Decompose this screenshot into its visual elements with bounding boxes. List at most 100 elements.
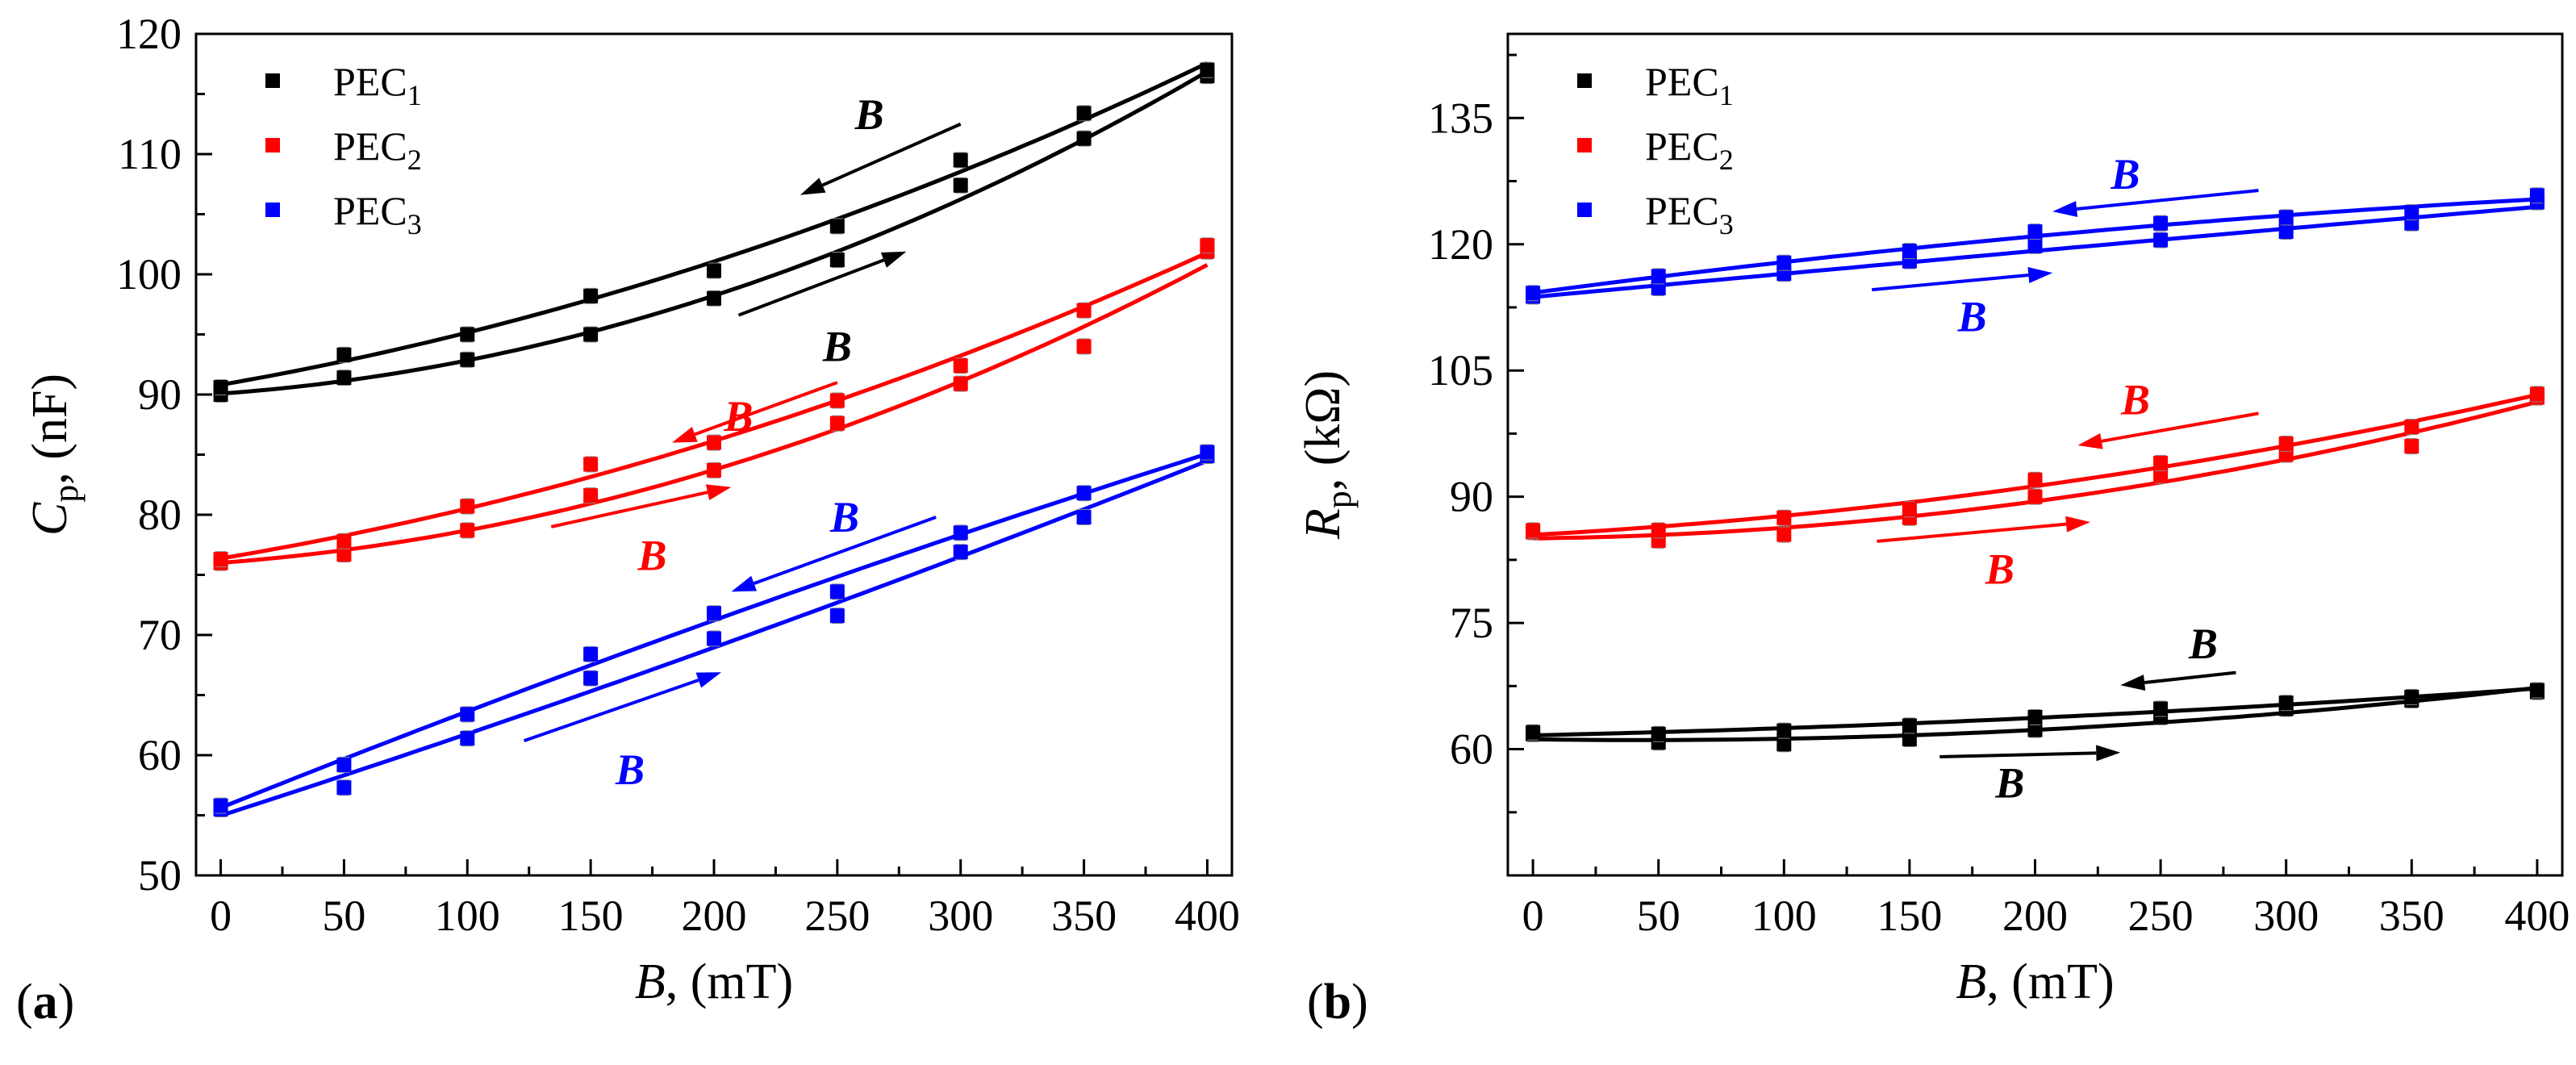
data-point-pec3-decreasing xyxy=(460,707,475,722)
data-point-pec2-decreasing xyxy=(1526,523,1541,538)
fit-curve-pec3-increasing xyxy=(219,458,1209,818)
arrow-label: B xyxy=(724,392,754,441)
data-point-pec1-decreasing xyxy=(1902,718,1917,733)
y-axis-label: Rp, (kΩ) xyxy=(1296,370,1359,540)
data-point-pec3-increasing xyxy=(2278,224,2294,240)
arrow-label: B xyxy=(637,532,667,580)
y-tick-label: 120 xyxy=(1428,220,1493,269)
arrow-head xyxy=(2027,267,2053,283)
y-tick-label: 120 xyxy=(116,10,182,58)
data-point-pec2-decreasing xyxy=(2027,472,2043,487)
data-point-pec2-decreasing xyxy=(583,457,599,472)
data-point-pec1-increasing xyxy=(707,290,721,306)
arrow-head xyxy=(2120,674,2146,691)
data-point-pec2-decreasing xyxy=(2278,436,2294,451)
y-tick-label: 90 xyxy=(1450,473,1493,521)
data-point-pec3-decreasing xyxy=(1526,286,1541,301)
x-tick-label: 100 xyxy=(1751,892,1817,940)
panel-label: (a) xyxy=(16,975,74,1030)
legend-label-pec3: PEC3 xyxy=(1645,188,1734,240)
arrow-inc-pec3 xyxy=(1872,274,2029,292)
arrow-label: B xyxy=(615,746,645,794)
data-point-pec1-decreasing xyxy=(2027,709,2043,725)
data-point-pec2-decreasing xyxy=(953,358,968,374)
y-tick-label: 105 xyxy=(1428,346,1493,395)
data-point-pec3-decreasing xyxy=(2278,210,2294,225)
data-point-pec3-decreasing xyxy=(213,798,228,813)
arrow-dec-pec1 xyxy=(2144,670,2236,685)
legend-label-pec1: PEC1 xyxy=(333,59,422,111)
arrow-label: B xyxy=(2110,150,2140,198)
x-tick-label: 0 xyxy=(210,892,232,940)
panel-a: 0 50 100 150 200 250 300 350 400 50 60 70 80 90 100 110… xyxy=(16,10,1240,1030)
y-tick-label: 90 xyxy=(138,370,182,419)
data-point-pec1-decreasing xyxy=(1776,723,1792,738)
y-tick-label: 50 xyxy=(138,851,182,900)
data-point-pec2-increasing xyxy=(707,462,721,478)
data-point-pec2-decreasing xyxy=(829,393,845,408)
arrow-dec-pec2 xyxy=(2101,411,2259,443)
data-point-pec1-decreasing xyxy=(460,327,475,342)
data-point-pec2-increasing xyxy=(583,488,599,503)
x-tick-label: 200 xyxy=(682,892,747,940)
data-point-pec1-decreasing xyxy=(336,347,352,362)
data-point-pec3-increasing xyxy=(2153,232,2169,248)
arrow-head xyxy=(695,672,722,688)
arrow-head xyxy=(2052,201,2078,217)
arrow-label: B xyxy=(2188,620,2218,668)
y-tick-label: 100 xyxy=(116,250,182,299)
data-point-pec2-increasing xyxy=(1076,339,1092,354)
arrow-head xyxy=(705,484,732,500)
data-point-pec3-increasing xyxy=(336,780,352,796)
data-point-pec3-decreasing xyxy=(2153,215,2169,231)
data-point-pec2-decreasing xyxy=(2404,420,2419,435)
arrow-dec-pec2 xyxy=(694,381,838,436)
x-tick-label: 250 xyxy=(804,892,870,940)
data-point-pec2-decreasing xyxy=(460,499,475,514)
legend-label-pec2: PEC2 xyxy=(1645,123,1734,176)
x-tick-label: 150 xyxy=(1877,892,1942,940)
data-point-pec2-increasing xyxy=(460,523,475,538)
data-point-pec1-decreasing xyxy=(2529,683,2545,698)
arrow-head xyxy=(672,426,698,443)
legend-label-pec1: PEC1 xyxy=(1645,59,1734,111)
x-tick-label: 150 xyxy=(558,892,624,940)
data-point-pec3-increasing xyxy=(2027,238,2043,253)
legend-marker-pec2 xyxy=(265,138,280,152)
arrow-head xyxy=(731,575,758,592)
x-tick-label: 400 xyxy=(1175,892,1240,940)
arrow-label: B xyxy=(854,90,884,139)
x-tick-label: 250 xyxy=(2128,892,2194,940)
arrow-label: B xyxy=(1957,292,1987,340)
data-point-pec1-decreasing xyxy=(2278,695,2294,711)
data-point-pec3-increasing xyxy=(1076,509,1092,524)
arrow-dec-pec3 xyxy=(753,516,937,585)
legend-label-pec2: PEC2 xyxy=(333,123,422,176)
data-point-pec3-increasing xyxy=(707,631,721,646)
y-tick-label: 135 xyxy=(1428,94,1493,142)
data-point-pec1-decreasing xyxy=(707,263,721,278)
data-point-pec1-decreasing xyxy=(829,219,845,234)
data-point-pec1-increasing xyxy=(583,327,599,342)
data-point-pec3-decreasing xyxy=(1200,445,1215,460)
fit-curve-pec1-decreasing xyxy=(220,61,1209,387)
data-point-pec1-decreasing xyxy=(583,288,599,303)
data-point-pec3-decreasing xyxy=(1902,244,1917,259)
data-point-pec2-increasing xyxy=(953,376,968,391)
arrow-label: B xyxy=(2120,376,2150,424)
data-point-pec1-decreasing xyxy=(2404,689,2419,704)
data-point-pec1-increasing xyxy=(1076,131,1092,146)
arrow-inc-pec3 xyxy=(523,679,699,743)
y-tick-label: 75 xyxy=(1450,599,1493,647)
data-point-pec1-decreasing xyxy=(1651,726,1666,741)
data-point-pec2-increasing xyxy=(829,416,845,431)
arrow-label: B xyxy=(822,322,852,370)
legend-marker-pec2 xyxy=(1577,138,1592,152)
x-axis-label: B, (mT) xyxy=(635,954,793,1009)
data-point-pec3-decreasing xyxy=(953,525,968,541)
data-point-pec2-decreasing xyxy=(2529,386,2545,402)
data-point-pec2-decreasing xyxy=(336,533,352,549)
x-tick-label: 350 xyxy=(2379,892,2444,940)
data-point-pec2-decreasing xyxy=(1651,523,1666,538)
data-point-pec3-decreasing xyxy=(583,646,599,662)
